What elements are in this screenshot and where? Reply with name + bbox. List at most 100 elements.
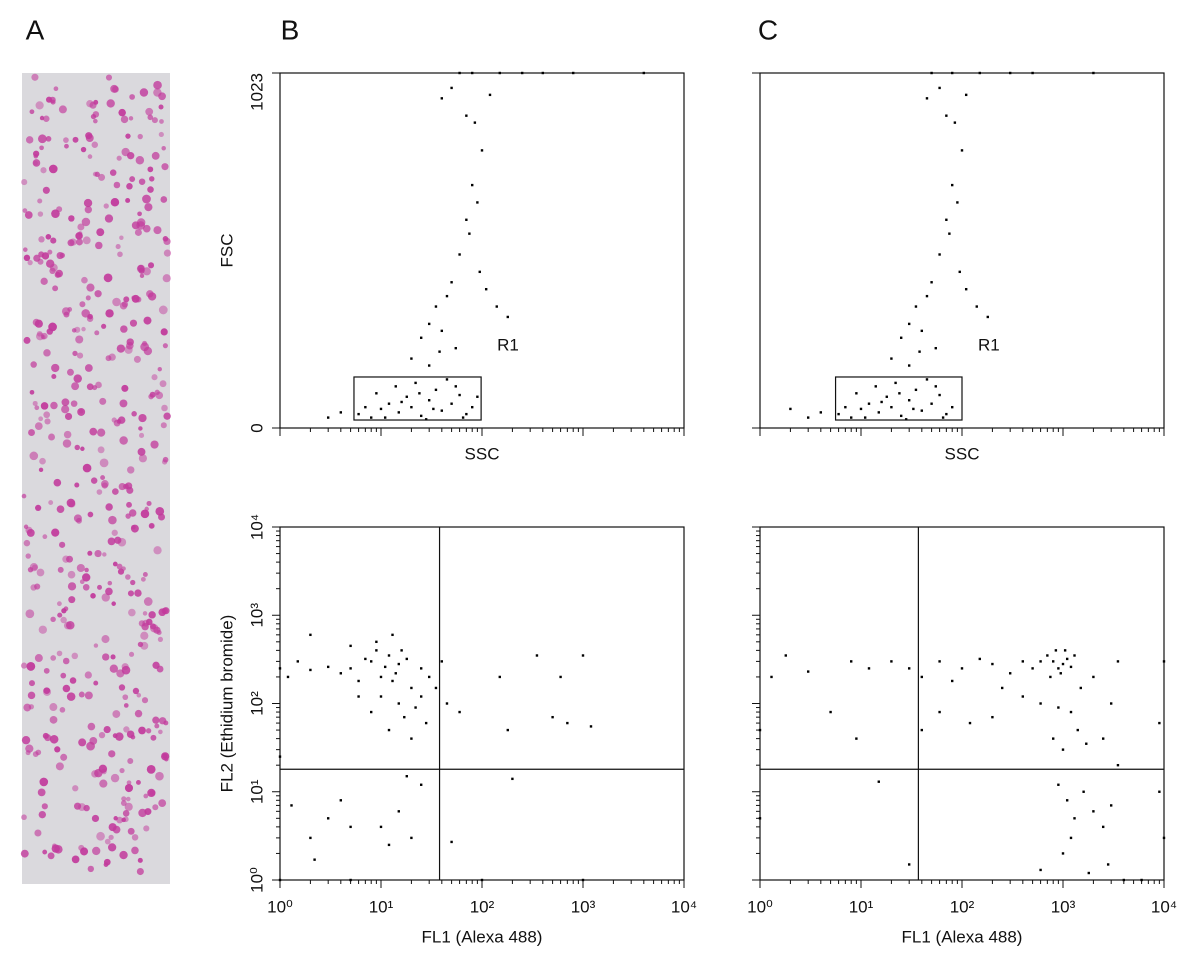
event-dot — [313, 858, 316, 861]
cell — [70, 400, 78, 407]
event-dot — [938, 660, 941, 663]
event-dot — [370, 710, 373, 714]
event-dot — [391, 679, 394, 683]
cell — [35, 101, 44, 110]
event-dot — [418, 392, 421, 395]
event-dot — [440, 409, 444, 412]
gate-label: R1 — [978, 335, 1000, 354]
cell — [86, 315, 94, 322]
cell — [112, 561, 118, 567]
event-dot — [410, 357, 413, 360]
x-tick-label: 10² — [470, 897, 495, 916]
cell — [158, 799, 167, 808]
event-dot — [938, 393, 941, 397]
event-dot — [471, 183, 474, 187]
cell — [147, 166, 154, 173]
event-dot — [1109, 804, 1113, 807]
event-dot — [1021, 660, 1025, 663]
cell — [148, 611, 156, 619]
cell — [42, 186, 50, 194]
event-dot — [405, 395, 408, 398]
cell — [45, 96, 53, 103]
event-dot — [1057, 667, 1060, 670]
cell — [76, 352, 84, 359]
cell — [98, 173, 106, 181]
event-dot — [566, 721, 569, 725]
cell — [57, 566, 64, 573]
event-dot — [400, 400, 403, 404]
cell — [112, 297, 121, 307]
cell — [23, 254, 31, 262]
event-dot — [391, 633, 394, 637]
event-dot — [1158, 721, 1161, 725]
cell — [66, 555, 74, 563]
cell — [92, 385, 98, 391]
event-dot — [1063, 649, 1067, 652]
cell — [21, 493, 27, 499]
event-dot — [945, 218, 948, 221]
cell — [108, 515, 117, 525]
event-dot — [581, 654, 585, 657]
cell — [126, 780, 132, 785]
cell — [66, 498, 76, 508]
cell — [154, 389, 160, 395]
cell — [63, 621, 72, 630]
event-dot — [370, 660, 373, 663]
cell — [87, 511, 94, 518]
event-dot — [758, 728, 762, 732]
x-tick-label: 10⁴ — [1151, 897, 1177, 916]
event-dot — [951, 71, 954, 75]
cell — [162, 274, 171, 283]
x-axis-label: SSC — [465, 444, 500, 463]
cell — [62, 555, 70, 563]
event-dot — [427, 675, 431, 679]
event-dot — [498, 675, 501, 679]
event-dot — [419, 336, 423, 339]
event-dot — [349, 667, 352, 670]
x-tick-label: 10⁰ — [267, 897, 293, 916]
cell — [99, 397, 107, 405]
cell — [117, 251, 123, 258]
cell — [99, 458, 109, 468]
event-dot — [476, 201, 479, 204]
cell — [138, 432, 145, 439]
cell — [90, 593, 96, 599]
event-dot — [1031, 71, 1034, 75]
cell — [73, 802, 82, 810]
event-dot — [930, 402, 933, 405]
event-dot — [589, 725, 593, 728]
cell — [106, 99, 115, 108]
cell — [71, 382, 80, 391]
cell — [119, 850, 128, 860]
event-dot — [339, 411, 343, 414]
cell — [48, 500, 54, 505]
cell — [71, 652, 79, 660]
event-dot — [930, 281, 933, 284]
event-dot — [326, 817, 330, 820]
cell — [138, 413, 147, 423]
cell — [36, 330, 43, 337]
cell — [32, 751, 39, 757]
cell — [164, 756, 169, 762]
cell — [77, 408, 86, 416]
event-dot — [375, 392, 378, 395]
event-dot — [405, 657, 408, 661]
event-dot — [535, 654, 539, 657]
cell — [162, 456, 169, 463]
cell — [50, 616, 56, 623]
event-dot — [1092, 71, 1095, 75]
cell — [147, 114, 154, 121]
event-dot — [461, 416, 465, 419]
cell — [47, 249, 53, 255]
cell — [105, 587, 113, 596]
event-dot — [1109, 702, 1113, 705]
cell — [137, 447, 146, 456]
cell — [127, 827, 135, 835]
cell — [43, 349, 51, 357]
event-dot — [934, 385, 937, 388]
cell — [86, 383, 94, 391]
cell — [136, 221, 146, 230]
event-dot — [920, 675, 924, 679]
event-dot — [925, 294, 929, 298]
event-dot — [1008, 71, 1012, 75]
